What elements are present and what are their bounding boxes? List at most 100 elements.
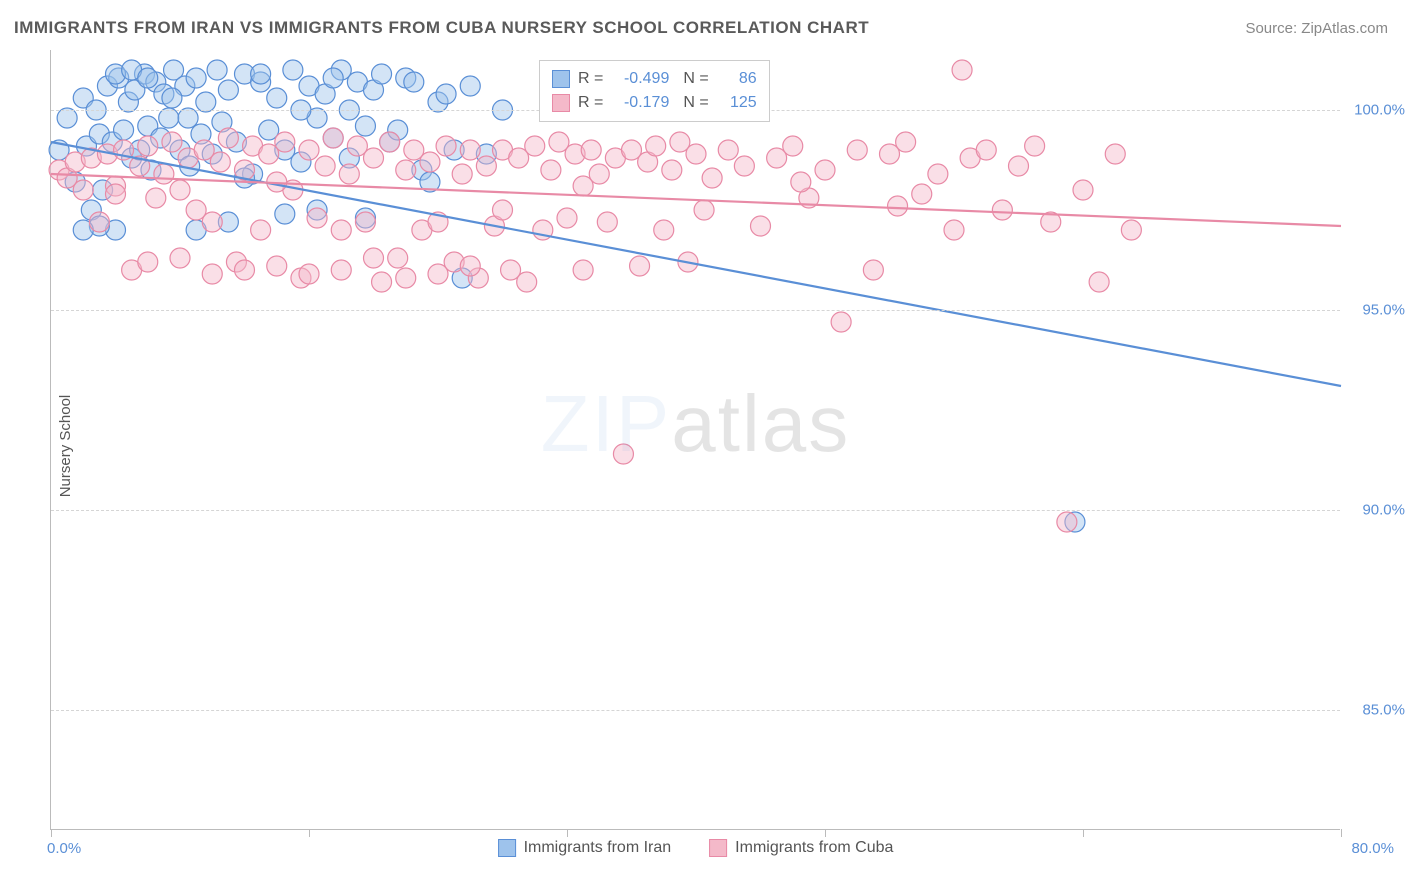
data-point [952, 60, 972, 80]
data-point [196, 92, 216, 112]
data-point [460, 256, 480, 276]
data-point [138, 252, 158, 272]
data-point [364, 248, 384, 268]
data-point [323, 68, 343, 88]
y-tick-label: 95.0% [1362, 302, 1405, 319]
legend-item: Immigrants from Iran [498, 839, 672, 857]
data-point [420, 152, 440, 172]
data-point [751, 216, 771, 236]
data-point [557, 208, 577, 228]
data-point [815, 160, 835, 180]
data-point [944, 220, 964, 240]
stat-row: R =-0.179N =125 [552, 91, 757, 115]
data-point [159, 108, 179, 128]
data-point [154, 164, 174, 184]
data-point [686, 144, 706, 164]
data-point [396, 268, 416, 288]
data-point [517, 272, 537, 292]
data-point [73, 180, 93, 200]
data-point [162, 88, 182, 108]
legend-label: Immigrants from Cuba [735, 839, 893, 857]
data-point [992, 200, 1012, 220]
chart-title: IMMIGRANTS FROM IRAN VS IMMIGRANTS FROM … [14, 18, 869, 38]
grid-line [51, 510, 1340, 511]
data-point [114, 120, 134, 140]
data-point [364, 148, 384, 168]
x-tick [567, 829, 568, 837]
data-point [339, 164, 359, 184]
data-point [106, 184, 126, 204]
data-point [283, 60, 303, 80]
data-point [541, 160, 561, 180]
scatter-svg [51, 50, 1340, 829]
data-point [267, 88, 287, 108]
data-point [299, 264, 319, 284]
data-point [162, 132, 182, 152]
data-point [896, 132, 916, 152]
data-point [275, 204, 295, 224]
data-point [178, 108, 198, 128]
data-point [299, 140, 319, 160]
data-point [1121, 220, 1141, 240]
data-point [1009, 156, 1029, 176]
y-tick-label: 85.0% [1362, 702, 1405, 719]
data-point [831, 312, 851, 332]
data-point [654, 220, 674, 240]
data-point [1105, 144, 1125, 164]
data-point [1057, 512, 1077, 532]
data-point [630, 256, 650, 276]
data-point [251, 220, 271, 240]
data-point [525, 136, 545, 156]
data-point [372, 272, 392, 292]
data-point [573, 176, 593, 196]
y-tick-label: 100.0% [1354, 102, 1405, 119]
legend-item: Immigrants from Cuba [709, 839, 893, 857]
y-tick-label: 90.0% [1362, 502, 1405, 519]
series-swatch [552, 70, 570, 88]
data-point [57, 108, 77, 128]
legend-label: Immigrants from Iran [524, 839, 672, 857]
data-point [307, 208, 327, 228]
data-point [976, 140, 996, 160]
data-point [207, 60, 227, 80]
data-point [331, 260, 351, 280]
data-point [460, 76, 480, 96]
data-point [331, 220, 351, 240]
data-point [355, 116, 375, 136]
data-point [218, 128, 238, 148]
x-tick [1083, 829, 1084, 837]
legend-swatch [709, 839, 727, 857]
data-point [138, 136, 158, 156]
n-value: 86 [717, 67, 757, 91]
data-point [613, 444, 633, 464]
data-point [452, 164, 472, 184]
data-point [888, 196, 908, 216]
n-label: N = [683, 67, 708, 91]
data-point [436, 136, 456, 156]
data-point [597, 212, 617, 232]
data-point [734, 156, 754, 176]
x-axis-min-label: 0.0% [47, 840, 81, 857]
data-point [202, 212, 222, 232]
data-point [323, 128, 343, 148]
data-point [702, 168, 722, 188]
data-point [847, 140, 867, 160]
source-attribution: Source: ZipAtlas.com [1245, 20, 1388, 37]
trend-line [51, 174, 1341, 226]
data-point [1089, 272, 1109, 292]
data-point [718, 140, 738, 160]
data-point [404, 72, 424, 92]
series-swatch [552, 94, 570, 112]
data-point [460, 140, 480, 160]
data-point [186, 68, 206, 88]
r-label: R = [578, 91, 603, 115]
x-tick [309, 829, 310, 837]
grid-line [51, 310, 1340, 311]
data-point [267, 256, 287, 276]
data-point [275, 132, 295, 152]
correlation-stat-box: R =-0.499N =86R =-0.179N =125 [539, 60, 770, 122]
data-point [1073, 180, 1093, 200]
data-point [89, 212, 109, 232]
legend-swatch [498, 839, 516, 857]
r-value: -0.179 [611, 91, 669, 115]
